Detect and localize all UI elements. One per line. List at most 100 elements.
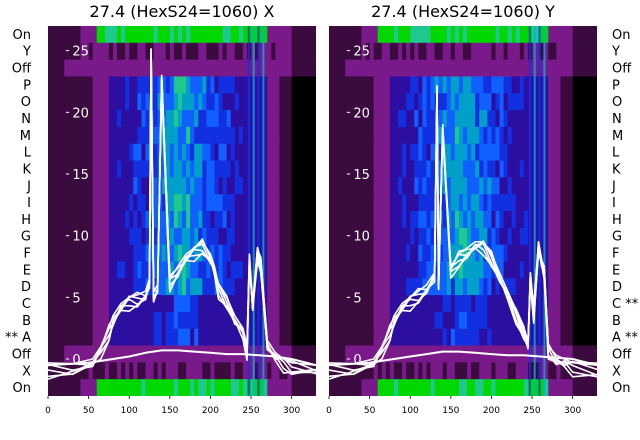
heatmap-cell [299, 311, 305, 330]
heatmap-cell [165, 295, 171, 313]
heatmap-cell [361, 227, 367, 246]
heatmap-cell [267, 227, 272, 246]
heatmap-cell [588, 93, 594, 111]
heatmap-cell [218, 244, 224, 263]
heatmap-cell [222, 227, 228, 246]
heatmap-cell [56, 160, 61, 178]
heatmap-cell [153, 143, 159, 162]
heatmap-cell [190, 126, 195, 145]
heatmap-cell [463, 211, 468, 229]
heatmap-cell [226, 160, 232, 178]
heatmap-cell [267, 211, 272, 229]
heatmap-cell [353, 26, 359, 44]
heatmap-cell [483, 59, 488, 78]
heatmap-cell [169, 345, 175, 363]
heatmap-cell [458, 76, 464, 94]
heatmap-cell [133, 278, 138, 296]
heatmap-cell [104, 345, 110, 363]
heatmap-cell [483, 211, 488, 229]
heatmap-cell [369, 76, 375, 94]
heatmap-cell [552, 76, 557, 94]
heatmap-cell [345, 345, 350, 363]
heatmap-cell [463, 227, 468, 246]
heatmap-cell [210, 160, 216, 178]
heatmap-cell [190, 227, 195, 246]
heatmap-cell [398, 379, 403, 396]
heatmap-cell [92, 177, 98, 195]
heatmap-cell [499, 211, 505, 229]
heatmap-cell [129, 227, 134, 246]
heatmap-cell [234, 295, 240, 313]
heatmap-cell [426, 42, 432, 61]
heatmap-cell [564, 328, 570, 347]
heatmap-cell [471, 194, 476, 212]
heatmap-cell [377, 110, 383, 128]
heatmap-cell [540, 244, 545, 263]
heatmap-cell [584, 59, 590, 78]
heatmap-cell [515, 362, 521, 380]
heatmap-cell [523, 278, 529, 296]
heatmap-cell [393, 345, 399, 363]
heatmap-cell [137, 362, 142, 380]
heatmap-cell [381, 76, 387, 94]
heatmap-cell [385, 362, 391, 380]
heatmap-cell [373, 379, 379, 396]
heatmap-cell [369, 345, 375, 363]
heatmap-cell [299, 160, 305, 178]
heatmap-cell [519, 328, 525, 347]
heatmap-cell [495, 42, 501, 61]
heatmap-cell [337, 160, 342, 178]
heatmap-cell [373, 211, 379, 229]
heatmap-cell [238, 328, 244, 347]
heatmap-cell [373, 227, 379, 246]
heatmap-cell [584, 261, 590, 279]
heatmap-cell [210, 362, 216, 380]
heatmap-cell [303, 261, 309, 279]
heatmap-cell [556, 311, 562, 330]
heatmap-cell [125, 311, 130, 330]
heatmap-cell [442, 227, 448, 246]
heatmap-cell [206, 227, 212, 246]
heatmap-cell [267, 261, 272, 279]
heatmap-cell [177, 244, 183, 263]
heatmap-cell [186, 211, 191, 229]
row-label: D [21, 280, 31, 295]
heatmap-cell [576, 311, 582, 330]
heatmap-cell [271, 227, 276, 246]
heatmap-cell [584, 26, 590, 44]
heatmap-cell [373, 59, 379, 78]
heatmap-cell [491, 93, 497, 111]
heatmap-cell [552, 244, 557, 263]
heatmap-cell [52, 261, 57, 279]
heatmap-cell [495, 110, 501, 128]
heatmap-cell [194, 76, 199, 94]
heatmap-cell [173, 328, 179, 347]
heatmap-cell [536, 26, 541, 44]
heatmap-cell [499, 379, 505, 396]
heatmap-cell [210, 76, 216, 94]
heatmap-cell [495, 362, 501, 380]
heatmap-cell [259, 345, 264, 363]
heatmap-cell [279, 93, 285, 111]
heatmap-cell [210, 244, 216, 263]
heatmap-cell [385, 177, 391, 195]
heatmap-cell [194, 379, 199, 396]
heatmap-cell [60, 328, 65, 347]
heatmap-cell [402, 211, 407, 229]
heatmap-cell [100, 328, 106, 347]
heatmap-cell [137, 59, 142, 78]
heatmap-cell [125, 76, 130, 94]
heatmap-cell [117, 126, 122, 145]
heatmap-cell [454, 328, 460, 347]
heatmap-cell [495, 211, 501, 229]
overlay-line [329, 350, 597, 367]
heatmap-cell [88, 244, 94, 263]
row-label: L [24, 146, 32, 161]
heatmap-cell [422, 93, 428, 111]
heatmap-cell [307, 59, 313, 78]
heatmap-cell [373, 110, 379, 128]
heatmap-cell [341, 126, 346, 145]
heatmap-cell [161, 244, 167, 263]
heatmap-cell [580, 126, 586, 145]
heatmap-cell [56, 76, 61, 94]
